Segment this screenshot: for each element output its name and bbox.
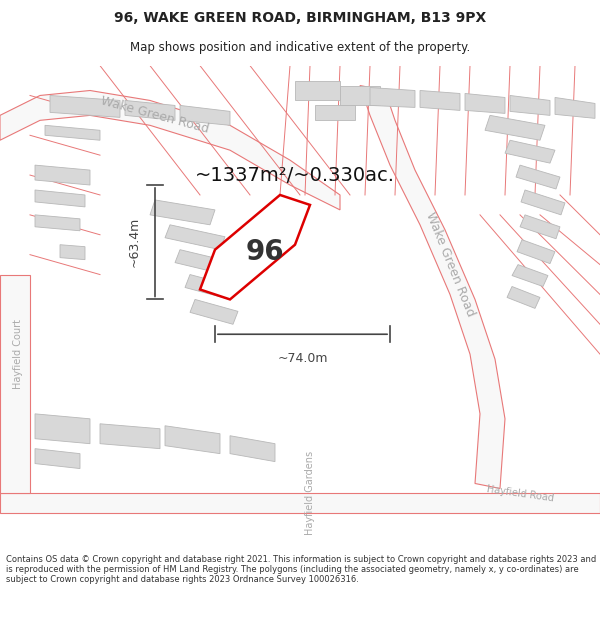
Polygon shape [516,165,560,189]
Polygon shape [35,215,80,231]
Polygon shape [0,274,30,493]
Polygon shape [185,274,235,299]
Polygon shape [315,106,355,121]
Polygon shape [0,493,600,513]
Polygon shape [512,264,548,286]
Text: Wake Green Road: Wake Green Road [423,211,477,319]
Text: Hayfield Gardens: Hayfield Gardens [305,451,315,536]
Polygon shape [35,449,80,469]
Polygon shape [165,225,225,249]
Polygon shape [230,436,275,462]
Text: Hayfield Court: Hayfield Court [13,319,23,389]
Text: ~63.4m: ~63.4m [128,217,141,268]
Text: ~74.0m: ~74.0m [277,352,328,365]
Polygon shape [100,424,160,449]
Polygon shape [370,88,415,108]
Polygon shape [340,86,380,106]
Text: Wake Green Road: Wake Green Road [100,94,211,136]
Polygon shape [0,91,340,210]
Polygon shape [125,101,175,121]
Text: Contains OS data © Crown copyright and database right 2021. This information is : Contains OS data © Crown copyright and d… [6,554,596,584]
Polygon shape [521,190,565,215]
Polygon shape [505,140,555,163]
Polygon shape [35,190,85,207]
Polygon shape [190,299,238,324]
Text: 96: 96 [245,238,284,266]
Polygon shape [35,414,90,444]
Polygon shape [517,240,555,264]
Polygon shape [507,286,540,308]
Polygon shape [295,81,340,101]
Polygon shape [150,200,215,225]
Polygon shape [555,98,595,118]
Polygon shape [180,106,230,126]
Polygon shape [520,215,560,239]
Text: Hayfield Road: Hayfield Road [486,484,554,503]
Polygon shape [200,195,310,299]
Polygon shape [35,165,90,185]
Text: Map shows position and indicative extent of the property.: Map shows position and indicative extent… [130,41,470,54]
Polygon shape [485,116,545,140]
Polygon shape [50,96,120,118]
Polygon shape [165,426,220,454]
Text: 96, WAKE GREEN ROAD, BIRMINGHAM, B13 9PX: 96, WAKE GREEN ROAD, BIRMINGHAM, B13 9PX [114,11,486,26]
Polygon shape [420,91,460,111]
Polygon shape [175,249,230,274]
Polygon shape [60,245,85,259]
Polygon shape [510,96,550,116]
Polygon shape [360,86,505,489]
Polygon shape [45,126,100,140]
Text: ~1337m²/~0.330ac.: ~1337m²/~0.330ac. [195,166,395,184]
Polygon shape [465,94,505,113]
